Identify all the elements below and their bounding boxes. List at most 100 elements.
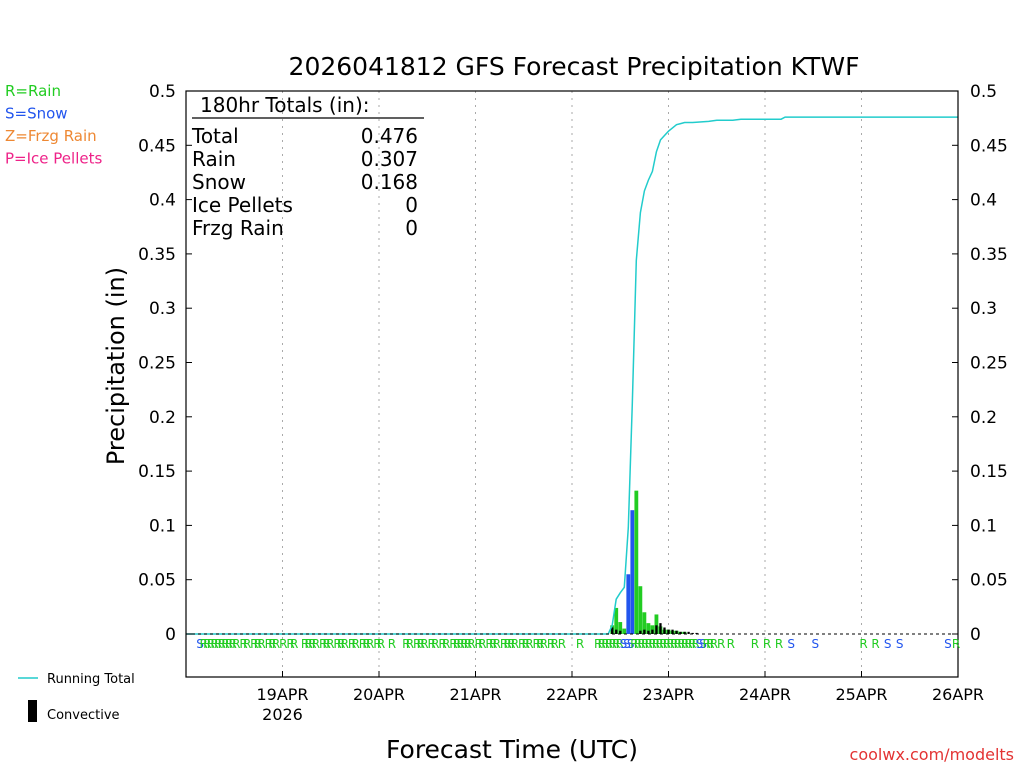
totals-row-value: 0.168 (361, 170, 418, 194)
ptype-marker: R (417, 637, 425, 651)
ptype-marker: R (630, 637, 638, 651)
convective-bar (619, 630, 622, 634)
ptype-marker: R (503, 637, 511, 651)
ptype-marker: R (214, 637, 222, 651)
ptype-marker: R (871, 637, 879, 651)
y-tick-label-left: 0.4 (149, 191, 176, 211)
ptype-marker: R (464, 637, 472, 651)
ptype-marker: S (696, 637, 704, 651)
y-tick-label-left: 0.35 (138, 245, 176, 265)
precip-bar (618, 622, 623, 634)
ptype-marker: R (243, 637, 251, 651)
ptype-marker: R (478, 637, 486, 651)
ptype-marker: R (207, 637, 215, 651)
ptype-marker: R (348, 637, 356, 651)
ptype-legend-item: Z=Frzg Rain (5, 127, 97, 145)
convective-bar (651, 629, 654, 634)
ptype-legend-item: P=Ice Pellets (5, 150, 102, 168)
ptype-marker: R (674, 637, 682, 651)
convective-bar (671, 629, 674, 634)
ptype-marker: R (301, 637, 309, 651)
ptype-marker: R (456, 637, 464, 651)
ptype-marker: R (717, 637, 725, 651)
ptype-marker: R (547, 637, 555, 651)
ptype-marker: R (221, 637, 229, 651)
ptype-marker: R (775, 637, 783, 651)
convective-swatch (28, 700, 37, 722)
precip-bar (614, 607, 619, 634)
ptype-marker: R (203, 637, 211, 651)
totals-header: 180hr Totals (in): (200, 93, 370, 117)
ptype-marker: R (337, 637, 345, 651)
y-tick-label-left: 0 (165, 625, 176, 645)
ptype-marker: R (663, 637, 671, 651)
ptype-legend-item: S=Snow (5, 105, 68, 123)
totals-row-label: Frzg Rain (192, 216, 284, 240)
ptype-marker: S (811, 637, 819, 651)
ptype-marker: R (402, 637, 410, 651)
ptype-marker: R (323, 637, 331, 651)
ptype-marker: R (525, 637, 533, 651)
ptype-marker: R (254, 637, 262, 651)
ptype-marker: R (511, 637, 519, 651)
y-tick-label-right: 0.1 (970, 516, 997, 536)
y-tick-label-right: 0.4 (970, 191, 997, 211)
convective-bar (611, 627, 614, 634)
ptype-marker: R (413, 637, 421, 651)
convective-bar (615, 629, 618, 634)
ptype-marker: R (406, 637, 414, 651)
convective-bar (655, 625, 658, 634)
convective-bar (691, 632, 694, 634)
y-tick-label-right: 0 (970, 625, 981, 645)
ptype-marker: R (684, 637, 692, 651)
ptype-marker: R (326, 637, 334, 651)
ptype-marker: R (540, 637, 548, 651)
ptype-marker: R (449, 637, 457, 651)
convective-bar (687, 631, 690, 634)
ptype-marker: R (341, 637, 349, 651)
ptype-marker: R (648, 637, 656, 651)
ptype-marker: R (507, 637, 515, 651)
totals-row-value: 0 (405, 216, 418, 240)
ptype-marker: R (489, 637, 497, 651)
x-tick-label: 23APR (642, 685, 694, 704)
ptype-marker: R (608, 637, 616, 651)
ptype-marker: S (623, 637, 631, 651)
precip-bar (634, 490, 639, 634)
ptype-marker: R (727, 637, 735, 651)
convective-bar (679, 631, 682, 634)
x-tick-label: 20APR (353, 685, 405, 704)
ptype-marker: R (518, 637, 526, 651)
x-tick-sublabel: 2026 (262, 705, 303, 724)
ptype-legend: R=Rain S=Snow Z=Frzg Rain P=Ice Pellets (5, 82, 102, 168)
ptype-marker: R (373, 637, 381, 651)
convective-bar (643, 629, 646, 634)
ptype-marker: S (699, 637, 707, 651)
convective-bar (663, 627, 666, 634)
ptype-marker: R (268, 637, 276, 651)
ptype-marker: R (304, 637, 312, 651)
ptype-marker: R (532, 637, 540, 651)
convective-bar (695, 632, 698, 634)
ptype-marker: R (200, 637, 208, 651)
ptype-marker: R (666, 637, 674, 651)
convective-bar (647, 630, 650, 634)
ptype-marker: R (706, 637, 714, 651)
ptype-marker: S (944, 637, 952, 651)
precip-bar (626, 574, 631, 634)
ptype-marker: R (210, 637, 218, 651)
totals-row-value: 0.476 (361, 124, 418, 148)
convective-bar (659, 623, 662, 634)
ptype-marker: R (420, 637, 428, 651)
y-tick-label-right: 0.25 (970, 354, 1008, 374)
running-total-line (186, 116, 958, 635)
series-legend-label: Running Total (47, 672, 135, 687)
ptype-marker: R (681, 637, 689, 651)
ptype-marker: R (634, 637, 642, 651)
ptype-marker: R (239, 637, 247, 651)
ptype-marker: R (576, 637, 584, 651)
series-legend: Running Total Convective (18, 672, 135, 723)
ptype-marker: R (312, 637, 320, 651)
ptype-marker: R (601, 637, 609, 651)
